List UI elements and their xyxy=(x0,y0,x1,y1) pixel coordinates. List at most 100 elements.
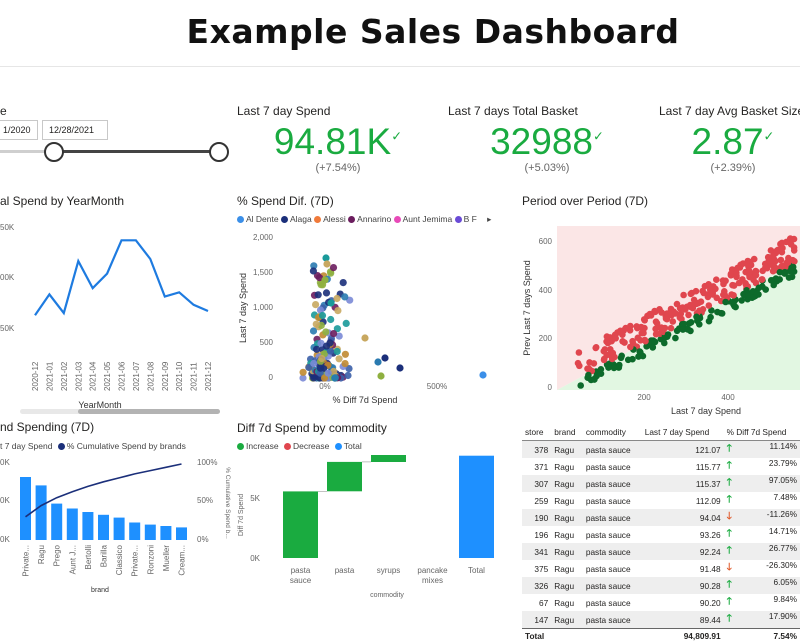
scatter-point[interactable] xyxy=(601,357,608,364)
scatter-point[interactable] xyxy=(591,360,598,367)
col-spend[interactable]: Last 7 day Spend xyxy=(642,424,724,441)
legend-item[interactable]: Al Dente xyxy=(237,214,279,224)
scatter-point[interactable] xyxy=(322,254,329,261)
scatter-point[interactable] xyxy=(687,302,694,309)
scatter-point[interactable] xyxy=(706,318,713,325)
scatter-point[interactable] xyxy=(732,304,739,311)
brand-bar[interactable] xyxy=(36,485,47,540)
scatter-point[interactable] xyxy=(766,257,773,264)
scatter-point[interactable] xyxy=(621,339,628,346)
scatter-point[interactable] xyxy=(668,306,675,313)
scatter-point[interactable] xyxy=(336,355,343,362)
scatter-point[interactable] xyxy=(617,328,624,335)
scatter-point[interactable] xyxy=(696,321,703,328)
scatter-point[interactable] xyxy=(722,299,729,306)
scatter-point[interactable] xyxy=(319,312,326,319)
scatter-point[interactable] xyxy=(737,262,744,269)
scatter-point[interactable] xyxy=(343,320,350,327)
scatter-point[interactable] xyxy=(730,292,737,299)
scatter-point[interactable] xyxy=(318,355,325,362)
scatter-point[interactable] xyxy=(736,280,743,287)
brand-bar[interactable] xyxy=(67,509,78,541)
legend-item[interactable]: Decrease xyxy=(284,441,329,451)
scatter-point[interactable] xyxy=(584,374,591,381)
scatter-point[interactable] xyxy=(733,272,740,279)
scatter-point[interactable] xyxy=(682,306,689,313)
scatter-point[interactable] xyxy=(661,340,668,347)
date-start-input[interactable]: 1/2020 xyxy=(0,120,38,140)
waterfall-bar[interactable] xyxy=(327,462,362,491)
scatter-point[interactable] xyxy=(327,299,334,306)
scatter-point[interactable] xyxy=(754,291,761,298)
scatter-point[interactable] xyxy=(330,330,337,337)
scatter-point[interactable] xyxy=(720,281,727,288)
scatter-point[interactable] xyxy=(315,291,322,298)
scatter-point[interactable] xyxy=(672,335,679,342)
brand-bar[interactable] xyxy=(160,526,171,540)
scatter-point[interactable] xyxy=(374,358,381,365)
scatter-point[interactable] xyxy=(605,364,612,371)
scatter-point[interactable] xyxy=(759,276,766,283)
scatter-point[interactable] xyxy=(576,349,583,356)
scatter-point[interactable] xyxy=(334,348,341,355)
scatter-point[interactable] xyxy=(791,258,798,265)
scatter-point[interactable] xyxy=(591,376,598,383)
scatter-point[interactable] xyxy=(670,318,677,325)
scatter-point[interactable] xyxy=(653,331,660,338)
scatter-point[interactable] xyxy=(333,295,340,302)
date-end-input[interactable]: 12/28/2021 xyxy=(42,120,108,140)
scatter-point[interactable] xyxy=(759,283,766,290)
date-slider-handle-start[interactable] xyxy=(44,142,64,162)
legend-item[interactable]: Increase xyxy=(237,441,279,451)
scatter-point[interactable] xyxy=(313,346,320,353)
legend-item[interactable]: % Cumulative Spend by brands xyxy=(58,441,186,451)
scatter-point[interactable] xyxy=(693,314,700,321)
legend-item[interactable]: Aunt Jemima xyxy=(394,214,453,224)
scatter-point[interactable] xyxy=(746,274,753,281)
scatter-point[interactable] xyxy=(325,370,332,377)
scatter-point[interactable] xyxy=(680,292,687,299)
scatter-point[interactable] xyxy=(331,374,338,381)
date-slider-handle-end[interactable] xyxy=(209,142,229,162)
scatter-point[interactable] xyxy=(601,348,608,355)
scatter-point[interactable] xyxy=(584,365,591,372)
brand-bar[interactable] xyxy=(114,518,125,540)
scatter-point[interactable] xyxy=(618,355,625,362)
scatter-point[interactable] xyxy=(665,331,672,338)
scatter-point[interactable] xyxy=(342,360,349,367)
scatter-point[interactable] xyxy=(340,279,347,286)
scatter-point[interactable] xyxy=(330,264,337,271)
legend-item[interactable]: Annarino xyxy=(348,214,391,224)
month-scrollbar-thumb[interactable] xyxy=(78,409,220,414)
scatter-point[interactable] xyxy=(327,316,334,323)
scatter-point[interactable] xyxy=(681,321,688,328)
scatter-point[interactable] xyxy=(696,307,703,314)
scatter-point[interactable] xyxy=(688,319,695,326)
legend-item[interactable]: Alaga xyxy=(281,214,312,224)
brand-bar[interactable] xyxy=(82,512,93,540)
brand-bar[interactable] xyxy=(20,477,31,540)
scatter-point[interactable] xyxy=(695,300,702,307)
scatter-point[interactable] xyxy=(610,350,617,357)
scatter-point[interactable] xyxy=(310,327,317,334)
scatter-point[interactable] xyxy=(627,344,634,351)
scatter-point[interactable] xyxy=(312,301,319,308)
scatter-point[interactable] xyxy=(639,325,646,332)
scatter-point[interactable] xyxy=(762,264,769,271)
scatter-point[interactable] xyxy=(788,241,795,248)
scatter-point[interactable] xyxy=(706,302,713,309)
scatter-point[interactable] xyxy=(642,338,649,345)
scatter-point[interactable] xyxy=(479,371,486,378)
scatter-point[interactable] xyxy=(768,277,775,284)
scatter-point[interactable] xyxy=(593,344,600,351)
scatter-point[interactable] xyxy=(317,365,324,372)
scatter-point[interactable] xyxy=(300,369,307,376)
scatter-point[interactable] xyxy=(649,344,656,351)
scatter-point[interactable] xyxy=(668,325,675,332)
